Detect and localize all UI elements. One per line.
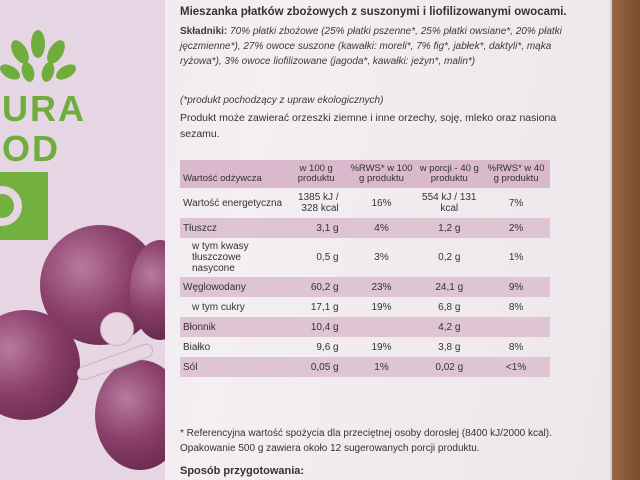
nutrient-value: <1%	[482, 357, 550, 377]
cereal-package: URA OD Mieszanka płatków zbożowych z sus…	[0, 0, 612, 480]
nutrient-label: Tłuszcz	[180, 218, 286, 238]
nutrient-value: 16%	[371, 197, 392, 209]
nutrition-row: Błonnik 10,4 g 4,2 g	[180, 317, 550, 337]
brand-logo-line3	[0, 186, 22, 226]
nutrient-value: 0,5 g	[316, 252, 339, 263]
nutrient-value: 23%	[346, 277, 417, 297]
nutrition-row: Sól 0,05 g 1% 0,02 g <1%	[180, 357, 550, 377]
nutrient-value: 554 kJ / 131 kcal	[422, 192, 477, 214]
nutrition-header: Wartość odżywcza	[180, 160, 286, 188]
nutrition-row: w tym kwasy tłuszczowe nasycone 0,5 g 3%…	[180, 238, 550, 277]
reference-intake-note: * Referencyjna wartość spożycia dla prze…	[180, 426, 580, 456]
nutrient-value: 2%	[482, 218, 550, 238]
nutrition-row: Węglowodany 60,2 g 23% 24,1 g 9%	[180, 277, 550, 297]
nutrient-value: 9%	[482, 277, 550, 297]
nutrient-value: 1%	[508, 252, 524, 263]
allergen-warning: Produkt może zawierać orzeszki ziemne i …	[180, 112, 557, 140]
nutrient-value: 0,05 g	[285, 357, 347, 377]
nutrient-value: 6,8 g	[438, 301, 461, 313]
preparation-heading: Sposób przygotowania:	[180, 465, 305, 477]
nutrition-row: Wartość energetyczna 1385 kJ / 328 kcal …	[180, 188, 550, 218]
organic-note: (*produkt pochodzący z upraw ekologiczny…	[180, 95, 384, 106]
brand-logo-line1: URA	[2, 88, 86, 129]
nutrient-value: 8%	[508, 301, 524, 313]
nutrient-value	[346, 317, 417, 337]
nutrition-header: %RWS* w 40 g produktu	[482, 160, 550, 188]
nutrient-value: 3%	[374, 252, 389, 263]
brand-green-block	[0, 172, 48, 240]
nutrient-label: Sól	[180, 357, 286, 377]
brand-logo-line2: OD	[2, 128, 60, 169]
nutrient-value: 19%	[371, 341, 392, 353]
nutrient-label: Błonnik	[180, 317, 286, 337]
nutrient-value: 1385 kJ / 328 kcal	[298, 192, 339, 214]
nutrient-label: Węglowodany	[180, 277, 286, 297]
nutrient-value: 3,1 g	[285, 218, 347, 238]
nutrient-value: 4%	[346, 218, 417, 238]
nutrient-label: Wartość energetyczna	[183, 197, 283, 209]
nutrition-header: w 100 g produktu	[285, 160, 347, 188]
package-art-panel: URA OD	[0, 0, 165, 480]
nutrient-value: 10,4 g	[285, 317, 347, 337]
nutrient-label: w tym cukry	[192, 301, 245, 313]
nutrient-label: Białko	[183, 341, 211, 353]
product-title: Mieszanka płatków zbożowych z suszonymi …	[180, 6, 567, 18]
nutrition-row: Tłuszcz 3,1 g 4% 1,2 g 2%	[180, 218, 550, 238]
grape-stem	[100, 312, 134, 346]
wooden-table-edge	[610, 0, 640, 480]
nutrition-table: Wartość odżywcza w 100 g produktu %RWS* …	[180, 160, 550, 377]
nutrient-value: 8%	[508, 341, 524, 353]
nutrient-value: 0,02 g	[416, 357, 483, 377]
nutrient-label: w tym kwasy tłuszczowe nasycone	[192, 241, 249, 274]
portion-line: Opakowanie 500 g zawiera około 12 sugero…	[180, 443, 480, 454]
nutrition-header: %RWS* w 100 g produktu	[346, 160, 417, 188]
ingredients-label: Składniki:	[180, 26, 228, 37]
nutrient-value: 0,2 g	[438, 252, 461, 263]
nutrient-value: 60,2 g	[285, 277, 347, 297]
nutrient-value: 1%	[346, 357, 417, 377]
ingredients-list: 70% płatki zbożowe (25% płatki pszenne*,…	[180, 26, 562, 67]
ingredients-text: Składniki: 70% płatki zbożowe (25% płatk…	[180, 24, 592, 69]
nutrient-value: 7%	[508, 197, 524, 209]
nutrition-header-row: Wartość odżywcza w 100 g produktu %RWS* …	[180, 160, 550, 188]
nutrition-row: Białko 9,6 g 19% 3,8 g 8%	[180, 337, 550, 357]
grape-image	[95, 360, 165, 470]
nutrient-value: 24,1 g	[416, 277, 483, 297]
nutrient-value	[482, 317, 550, 337]
nutrient-value: 4,2 g	[416, 317, 483, 337]
reference-line: * Referencyjna wartość spożycia dla prze…	[180, 428, 552, 439]
nutrition-header: w porcji - 40 g produktu	[416, 160, 483, 188]
nutrient-value: 1,2 g	[416, 218, 483, 238]
nutrient-value: 3,8 g	[438, 341, 461, 353]
nutrition-row: w tym cukry 17,1 g 19% 6,8 g 8%	[180, 297, 550, 317]
nutrient-value: 17,1 g	[310, 301, 339, 313]
nutrient-value: 19%	[371, 301, 392, 313]
nutrient-value: 9,6 g	[316, 341, 339, 353]
leaf-logo-icon	[0, 30, 76, 82]
